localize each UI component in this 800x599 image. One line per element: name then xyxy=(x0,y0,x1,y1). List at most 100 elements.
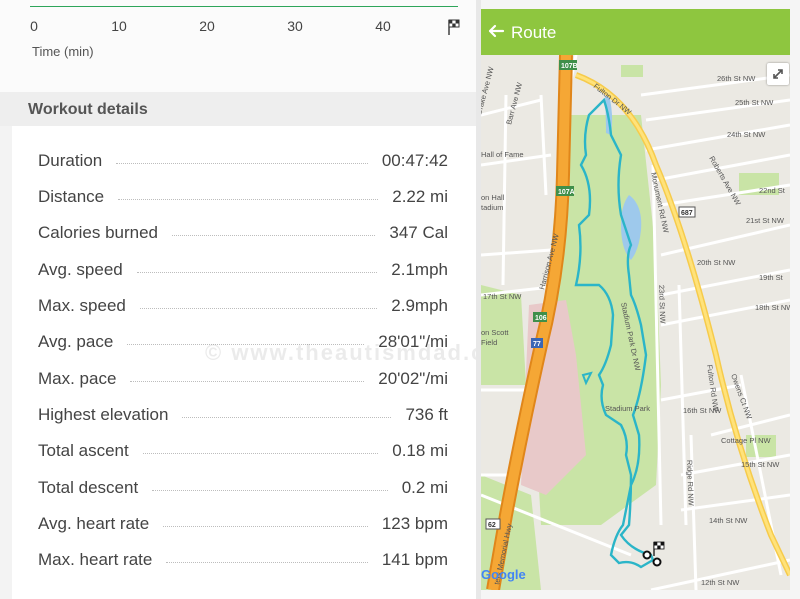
dotted-leader xyxy=(163,525,368,527)
dotted-leader xyxy=(139,307,378,309)
detail-value: 20'02"/mi xyxy=(378,369,448,388)
map-label: 17th St NW xyxy=(483,292,522,301)
map-label: 25th St NW xyxy=(735,98,774,107)
map-label: 14th St NW xyxy=(709,516,748,525)
map-label: on Scott xyxy=(481,328,509,337)
dotted-leader xyxy=(136,271,378,273)
watermark: © www.theautismdad.com xyxy=(205,340,523,365)
detail-value: 2.1mph xyxy=(391,260,448,279)
detail-value: 347 Cal xyxy=(389,223,448,242)
frame-top xyxy=(481,0,800,9)
map-label: Cottage Pl NW xyxy=(721,436,772,445)
dotted-leader xyxy=(130,380,365,382)
detail-value: 00:47:42 xyxy=(381,151,448,170)
map-label: 20th St NW xyxy=(697,258,736,267)
detail-value: 123 bpm xyxy=(381,514,448,533)
google-logo: Google xyxy=(481,567,526,582)
dotted-leader xyxy=(116,162,368,164)
section-title: Workout details xyxy=(28,101,148,118)
detail-label: Avg. speed xyxy=(38,260,123,279)
detail-value: 0.18 mi xyxy=(392,441,448,460)
workout-summary-panel: 0 10 20 30 40 Time (min) Workout details… xyxy=(0,0,520,599)
left-edge xyxy=(0,0,12,599)
detail-row-avg-speed: Avg. speed 2.1mph xyxy=(38,257,448,283)
detail-label: Max. heart rate xyxy=(38,550,153,569)
map-label: 24th St NW xyxy=(727,130,766,139)
detail-label: Highest elevation xyxy=(38,405,169,424)
detail-row-max-pace: Max. pace 20'02"/mi xyxy=(38,366,448,392)
map-label: 21st St NW xyxy=(746,216,785,225)
back-arrow-icon[interactable] xyxy=(487,22,505,40)
chart-x-axis: 0 10 20 30 40 Time (min) xyxy=(0,0,476,92)
detail-label: Total ascent xyxy=(38,441,129,460)
route-title: Route xyxy=(511,23,557,42)
dotted-leader xyxy=(127,343,365,345)
map-label: 106 xyxy=(535,315,547,322)
map-label: 16th St NW xyxy=(683,406,722,415)
map-label: 22nd St xyxy=(759,186,786,195)
expand-icon xyxy=(773,69,783,79)
axis-tick-label: 20 xyxy=(199,18,215,34)
dotted-leader xyxy=(182,416,392,418)
map-label: Ridge Rd NW xyxy=(685,460,696,507)
map-label: 687 xyxy=(681,210,693,217)
detail-value: 0.2 mi xyxy=(401,478,448,497)
detail-row-calories: Calories burned 347 Cal xyxy=(38,220,448,246)
route-app-bar: Route xyxy=(481,9,790,55)
map-label: 19th St xyxy=(759,273,784,282)
dotted-leader xyxy=(172,234,376,236)
detail-value: 28'01"/mi xyxy=(378,332,448,351)
frame-right xyxy=(790,0,800,599)
detail-label: Total descent xyxy=(38,478,139,497)
detail-label: Distance xyxy=(38,187,105,206)
axis-tick-label: 30 xyxy=(287,18,303,34)
map-label: tadium xyxy=(481,203,504,212)
detail-label: Max. speed xyxy=(38,296,126,315)
axis-tick-label: 0 xyxy=(30,18,38,34)
detail-label: Calories burned xyxy=(38,223,159,242)
dotted-leader xyxy=(118,198,379,200)
detail-row-max-heart-rate: Max. heart rate 141 bpm xyxy=(38,547,448,573)
fullscreen-button[interactable] xyxy=(767,63,789,85)
detail-row-max-speed: Max. speed 2.9mph xyxy=(38,293,448,319)
dotted-leader xyxy=(152,489,388,491)
detail-value: 2.22 mi xyxy=(392,187,448,206)
detail-row-highest-elevation: Highest elevation 736 ft xyxy=(38,402,448,428)
axis-tick-label: 10 xyxy=(111,18,127,34)
route-map[interactable]: 107B 107A 106 62 687 77 26th St NW 25th … xyxy=(481,55,790,590)
map-label: 107A xyxy=(558,189,575,196)
route-panel: Route xyxy=(481,9,790,590)
detail-row-avg-heart-rate: Avg. heart rate 123 bpm xyxy=(38,511,448,537)
map-label: 23rd St NW xyxy=(657,285,667,325)
dotted-leader xyxy=(166,561,368,563)
detail-row-avg-pace: Avg. pace 28'01"/mi xyxy=(38,329,448,355)
frame-bottom xyxy=(481,590,800,599)
detail-row-total-ascent: Total ascent 0.18 mi xyxy=(38,438,448,464)
detail-row-distance: Distance 2.22 mi xyxy=(38,184,448,210)
detail-value: 2.9mph xyxy=(391,296,448,315)
detail-row-total-descent: Total descent 0.2 mi xyxy=(38,475,448,501)
detail-label: Avg. pace xyxy=(38,332,114,351)
map-label: 107B xyxy=(561,63,578,70)
chart-baseline xyxy=(30,6,458,7)
detail-value: 141 bpm xyxy=(381,550,448,569)
map-label: 15th St NW xyxy=(741,460,780,469)
map-label: Field xyxy=(481,338,497,347)
detail-value: 736 ft xyxy=(405,405,448,424)
finish-flag-icon xyxy=(448,19,460,35)
detail-label: Duration xyxy=(38,151,103,170)
google-logo-text: Google xyxy=(481,567,526,582)
map-label: on Hall xyxy=(481,193,505,202)
panel-divider xyxy=(476,0,481,599)
dotted-leader xyxy=(142,452,379,454)
workout-details-header: Workout details xyxy=(0,92,476,126)
axis-title: Time (min) xyxy=(32,44,94,59)
detail-label: Max. pace xyxy=(38,369,117,388)
axis-tick-label: 40 xyxy=(375,18,391,34)
detail-label: Avg. heart rate xyxy=(38,514,150,533)
detail-row-duration: Duration 00:47:42 xyxy=(38,148,448,174)
map-label: 62 xyxy=(488,522,496,529)
map-label: 77 xyxy=(533,341,541,348)
map-label: Stadium Park xyxy=(605,404,650,413)
map-label: 18th St NW xyxy=(755,303,790,312)
